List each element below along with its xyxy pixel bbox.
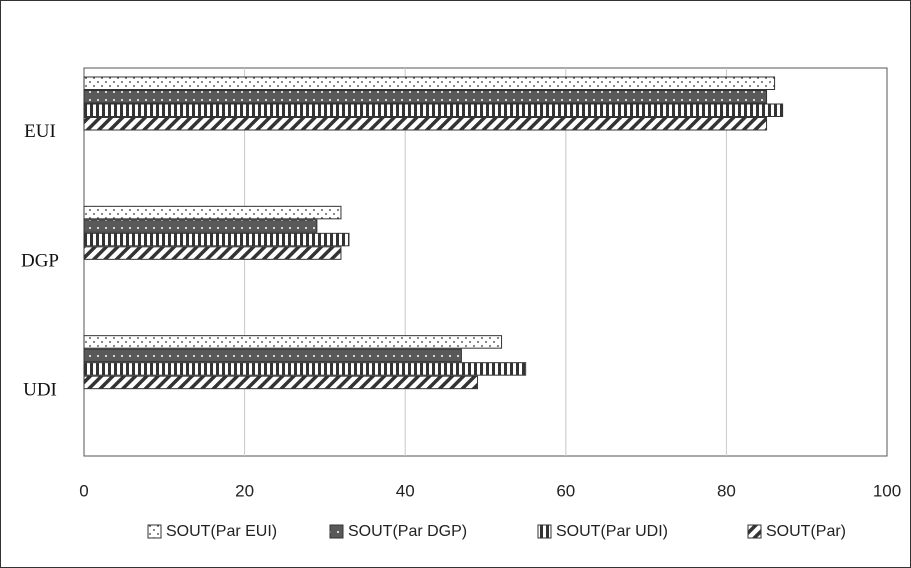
bar xyxy=(83,90,768,104)
legend-swatch xyxy=(537,524,552,539)
legend-swatch xyxy=(747,524,762,539)
y-tick-label: EUI xyxy=(24,121,56,142)
bar xyxy=(83,335,503,349)
bar xyxy=(83,219,318,233)
bar xyxy=(83,348,462,363)
y-tick-label: DGP xyxy=(21,250,59,271)
x-tick-label: 60 xyxy=(556,481,575,500)
bar xyxy=(83,117,768,131)
bar xyxy=(83,76,776,90)
y-tick-label: UDI xyxy=(23,380,57,401)
legend-swatch xyxy=(329,524,344,539)
legend-label: SOUT(Par EUI) xyxy=(166,523,277,540)
bar xyxy=(83,375,478,390)
x-tick-label: 80 xyxy=(717,481,736,500)
x-tick-label: 100 xyxy=(873,481,901,500)
bar xyxy=(83,246,342,260)
bar xyxy=(83,205,342,220)
legend-swatch xyxy=(147,524,162,539)
plot-area xyxy=(83,67,888,457)
bar xyxy=(83,362,527,376)
x-tick-label: 0 xyxy=(79,481,88,500)
x-tick-label: 20 xyxy=(235,481,254,500)
x-tick-label: 40 xyxy=(396,481,415,500)
legend-label: SOUT(Par UDI) xyxy=(556,523,668,540)
legend-label: SOUT(Par DGP) xyxy=(348,523,467,540)
legend-label: SOUT(Par) xyxy=(766,523,846,540)
bar xyxy=(83,232,350,247)
bar xyxy=(83,103,784,117)
